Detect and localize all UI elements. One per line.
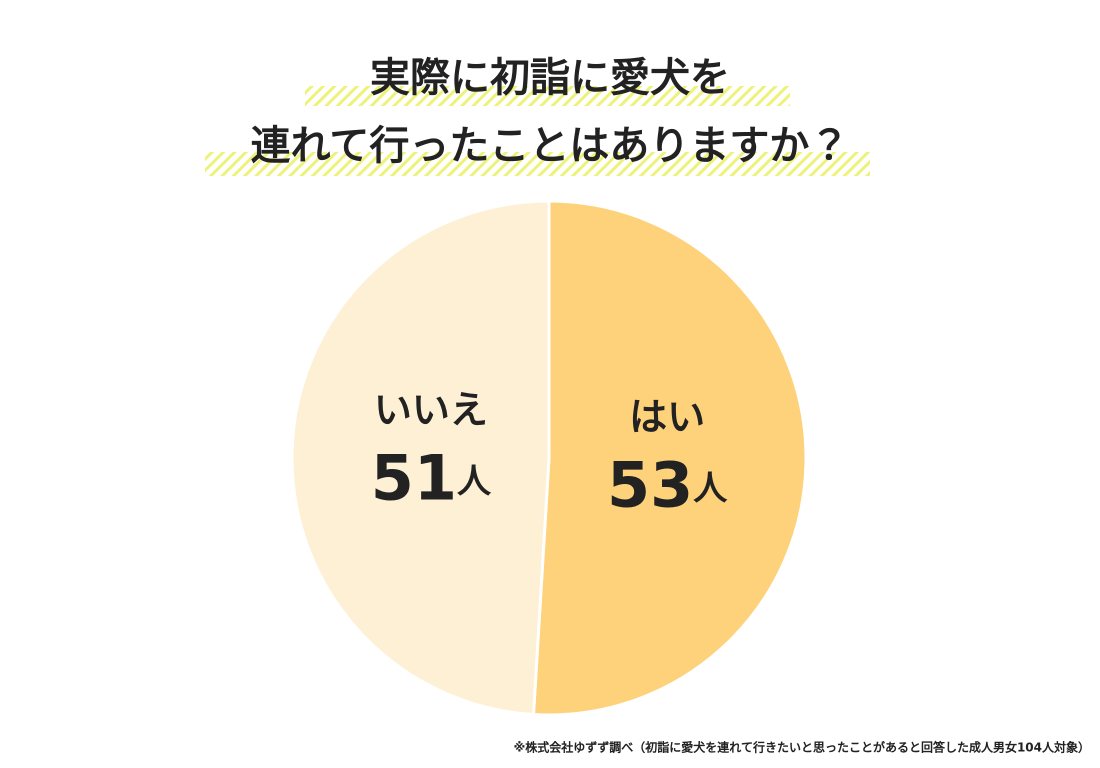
title-highlight — [205, 152, 870, 176]
chart-title: 実際に初詣に愛犬を — [370, 55, 730, 101]
pie: はい 53人 いいえ 51人 — [290, 199, 808, 717]
title-highlight — [305, 86, 790, 106]
chart-title: 連れて行ったことはありますか？ — [251, 123, 850, 169]
value-label: 53人 — [607, 449, 728, 522]
pie-slice — [531, 199, 808, 717]
footnote: ※株式会社ゆずず調べ（初詣に愛犬を連れて行きたいと思ったことがあると回答した成人… — [514, 740, 1090, 755]
slice-label: はい — [629, 395, 705, 439]
value-label: 51人 — [371, 442, 492, 515]
pie-slice — [290, 199, 551, 717]
slice-label: いいえ — [374, 388, 488, 432]
